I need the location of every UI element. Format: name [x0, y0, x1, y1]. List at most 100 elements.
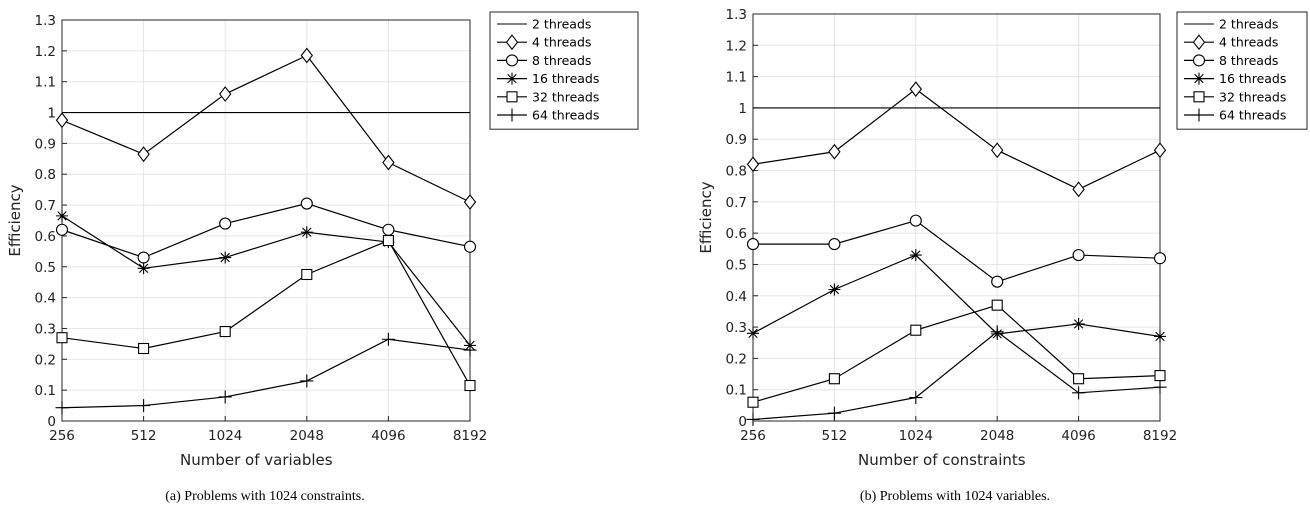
- data-point-shape: [828, 143, 841, 160]
- data-point-shape: [990, 325, 1004, 339]
- y-tick-label: 0.4: [726, 289, 747, 305]
- data-point-shape: [219, 325, 231, 338]
- series-line: [61, 54, 471, 203]
- legend-label: 2 threads: [1219, 17, 1278, 32]
- legend-marker-shape: [1192, 108, 1206, 122]
- legend-label: 64 threads: [532, 108, 599, 123]
- series-16-threads: [56, 209, 476, 352]
- legend-entry: 4 threads: [1184, 34, 1278, 51]
- data-point: [909, 249, 922, 262]
- data-point-shape: [300, 47, 313, 64]
- data-point: [56, 332, 68, 344]
- legend-entry: 8 threads: [1184, 53, 1278, 68]
- data-point: [1153, 142, 1167, 159]
- data-point: [219, 251, 232, 264]
- data-point: [219, 86, 232, 102]
- data-point: [219, 325, 231, 338]
- data-point-shape: [828, 283, 841, 296]
- data-point-shape: [991, 299, 1003, 311]
- series-line: [752, 331, 1161, 421]
- data-point: [1153, 380, 1167, 394]
- legend-label: 8 threads: [1219, 53, 1278, 68]
- legend-marker-shape: [1193, 72, 1205, 85]
- legend-label: 32 threads: [1219, 89, 1286, 104]
- data-point: [747, 396, 759, 408]
- legend-marker: [1192, 108, 1206, 122]
- data-point-shape: [218, 390, 232, 404]
- data-point: [56, 209, 68, 222]
- data-point-shape: [463, 240, 477, 253]
- y-tick-label: 1: [738, 101, 747, 117]
- series-line: [752, 304, 1161, 403]
- data-point: [1154, 330, 1166, 343]
- legend-marker: [1193, 72, 1205, 85]
- legend-marker: [505, 108, 519, 122]
- legend-entry: 8 threads: [497, 53, 591, 68]
- data-point: [382, 154, 395, 171]
- legend-label: 32 threads: [532, 89, 599, 104]
- legend-marker: [1192, 34, 1206, 51]
- y-tick-label: 0.5: [726, 257, 747, 273]
- y-tick-label: 0.2: [726, 351, 747, 367]
- data-point-shape: [909, 249, 922, 262]
- legend-marker: [506, 91, 518, 103]
- data-point-shape: [56, 209, 68, 222]
- series-line: [61, 239, 471, 386]
- data-point-shape: [137, 262, 150, 275]
- data-point-shape: [301, 268, 313, 281]
- data-point: [300, 197, 313, 210]
- data-point-shape: [828, 238, 841, 251]
- data-point-shape: [827, 406, 841, 420]
- series-64-threads: [746, 325, 1167, 426]
- x-tick-label: 8192: [1143, 428, 1177, 444]
- series-8-threads: [55, 197, 477, 264]
- y-tick-label: 1.3: [726, 7, 747, 23]
- series-line: [752, 254, 1161, 338]
- data-point-shape: [746, 412, 760, 426]
- data-point: [746, 412, 760, 426]
- chart-caption: (b) Problems with 1024 variables.: [860, 489, 1050, 504]
- legend-label: 4 threads: [1219, 35, 1278, 50]
- data-point: [828, 238, 841, 251]
- data-point: [1154, 370, 1166, 382]
- series-line: [752, 88, 1161, 190]
- y-axis-label: Efficiency: [697, 181, 715, 253]
- legend-label: 8 threads: [532, 53, 591, 68]
- data-point-shape: [1153, 252, 1167, 265]
- data-point-shape: [910, 324, 922, 336]
- data-point: [747, 327, 759, 340]
- data-point: [746, 238, 760, 251]
- data-point: [137, 146, 150, 163]
- data-point: [991, 299, 1003, 311]
- legend-marker-shape: [1192, 54, 1206, 67]
- data-point-shape: [1154, 330, 1166, 343]
- y-tick-label: 0.9: [35, 136, 56, 152]
- data-point-shape: [137, 399, 151, 413]
- data-point: [382, 223, 395, 236]
- data-point-shape: [219, 217, 232, 230]
- data-point: [218, 390, 232, 404]
- series-line: [61, 202, 471, 259]
- x-tick-label: 2048: [290, 428, 324, 444]
- legend-entry: 2 threads: [1184, 17, 1278, 32]
- x-tick-label: 4096: [1061, 428, 1095, 444]
- data-point: [137, 399, 151, 413]
- y-axis-label: Efficiency: [6, 184, 24, 256]
- y-tick-label: 0.8: [726, 164, 747, 180]
- data-point: [827, 406, 841, 420]
- y-tick-label: 0.1: [35, 383, 56, 399]
- legend-entry: 2 threads: [497, 17, 591, 32]
- data-point-shape: [1072, 181, 1085, 198]
- data-point-shape: [382, 235, 394, 247]
- legend-label: 64 threads: [1219, 108, 1286, 123]
- legend-label: 16 threads: [532, 71, 599, 86]
- data-point: [991, 142, 1004, 159]
- data-point-shape: [382, 154, 395, 171]
- legend-label: 2 threads: [532, 17, 591, 32]
- legend-entry: 16 threads: [497, 71, 599, 86]
- data-point-shape: [991, 275, 1004, 288]
- x-tick-label: 2048: [980, 428, 1014, 444]
- y-tick-label: 0.2: [35, 352, 56, 368]
- y-tick-label: 0.3: [726, 320, 747, 336]
